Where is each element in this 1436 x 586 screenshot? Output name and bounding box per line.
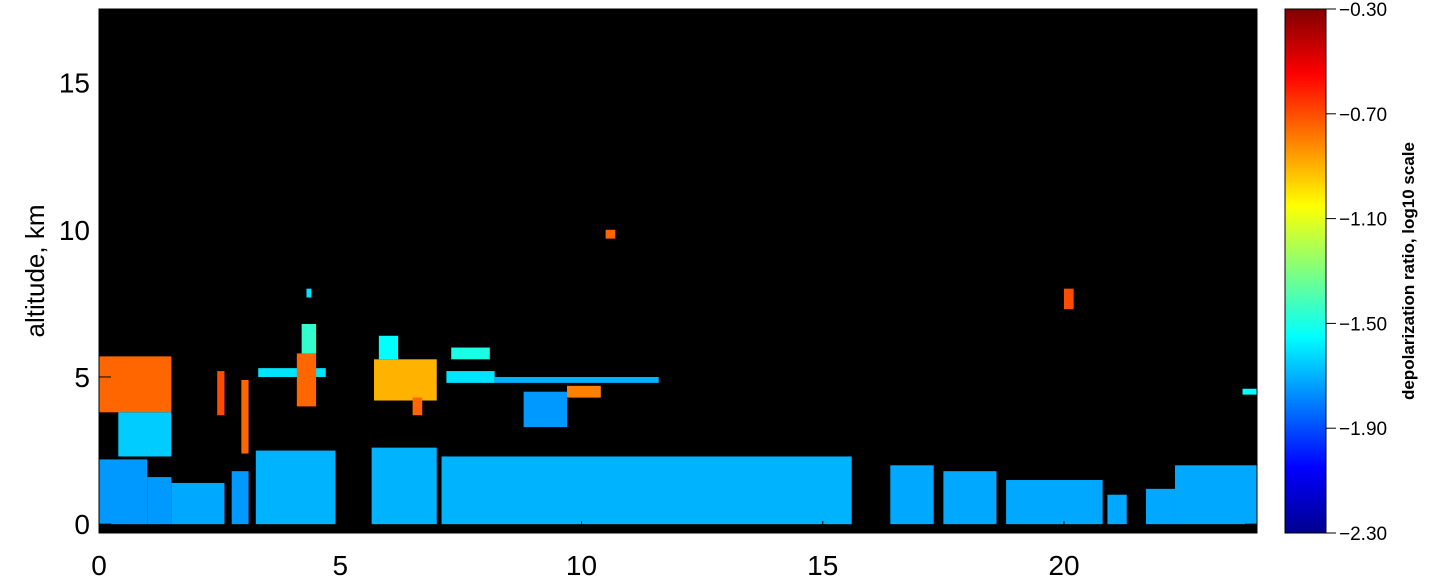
heatmap-cell [605, 229, 616, 239]
heatmap-cell [147, 477, 172, 525]
colorbar-ticks: −2.30 −1.90 −1.50 −1.10 −0.70 −0.30 [1326, 0, 1387, 545]
plot-frame [98, 8, 1258, 534]
colorbar-tick-label: −1.90 [1339, 419, 1387, 440]
heatmap-cell [296, 353, 317, 407]
y-axis-title: altitude, km [20, 205, 50, 338]
heatmap-cell [441, 456, 852, 525]
heatmap-cell [371, 447, 437, 525]
heatmap-cell [567, 385, 601, 398]
x-tick-label: 5 [332, 550, 348, 581]
heatmap-cell [523, 391, 568, 428]
heatmap-cell [446, 371, 495, 383]
heatmap-cell [1174, 465, 1257, 525]
heatmap-cell [451, 347, 490, 360]
heatmap-cell [241, 379, 249, 454]
colorbar: −2.30 −1.90 −1.50 −1.10 −0.70 −0.30 depolariz… [1284, 0, 1418, 545]
colorbar-gradient [1284, 8, 1327, 534]
heatmap-regions [99, 229, 1257, 525]
colorbar-tick-label: −2.30 [1339, 524, 1387, 545]
heatmap-cell [217, 371, 225, 416]
heatmap-cell [412, 397, 423, 416]
colorbar-label: depolarization ratio, log10 scale [1399, 142, 1418, 400]
heatmap-cell [494, 376, 659, 383]
heatmap-cell [890, 465, 934, 525]
colorbar-tick-label: −1.50 [1339, 314, 1387, 335]
plot-area [98, 8, 1258, 534]
heatmap-cell [258, 368, 326, 377]
heatmap-cell [99, 459, 148, 525]
y-axis: 0 5 10 15 [59, 68, 1257, 540]
heatmap-cell [99, 356, 172, 413]
y-tick-label: 15 [59, 68, 90, 99]
heatmap-cell [1146, 488, 1175, 525]
heatmap-cell [301, 323, 317, 354]
x-axis: 0 5 10 15 20 [91, 9, 1080, 581]
heatmap-cell [378, 335, 399, 360]
heatmap-cell [255, 450, 336, 525]
y-tick-label: 10 [59, 215, 90, 246]
heatmap-cell [1107, 494, 1127, 525]
y-tick-label: 0 [74, 509, 90, 540]
y-tick-label: 5 [74, 362, 90, 393]
heatmap-cell [171, 482, 225, 525]
heatmap-cell [943, 471, 997, 525]
heatmap-cell [1064, 288, 1074, 310]
heatmap-cell [374, 359, 437, 401]
colorbar-tick-label: −0.70 [1339, 105, 1387, 126]
heatmap-cell [1242, 388, 1257, 395]
x-tick-label: 10 [566, 550, 597, 581]
heatmap-cell [306, 288, 312, 298]
colorbar-tick-label: −0.30 [1339, 0, 1387, 21]
heatmap-cell [118, 412, 172, 457]
plot-background [99, 9, 1257, 533]
x-tick-label: 20 [1048, 550, 1079, 581]
heatmap-cell [231, 471, 249, 525]
colorbar-tick-label: −1.10 [1339, 210, 1387, 231]
x-tick-label: 15 [807, 550, 838, 581]
heatmap-cell [1006, 480, 1103, 525]
x-tick-label: 0 [91, 550, 107, 581]
